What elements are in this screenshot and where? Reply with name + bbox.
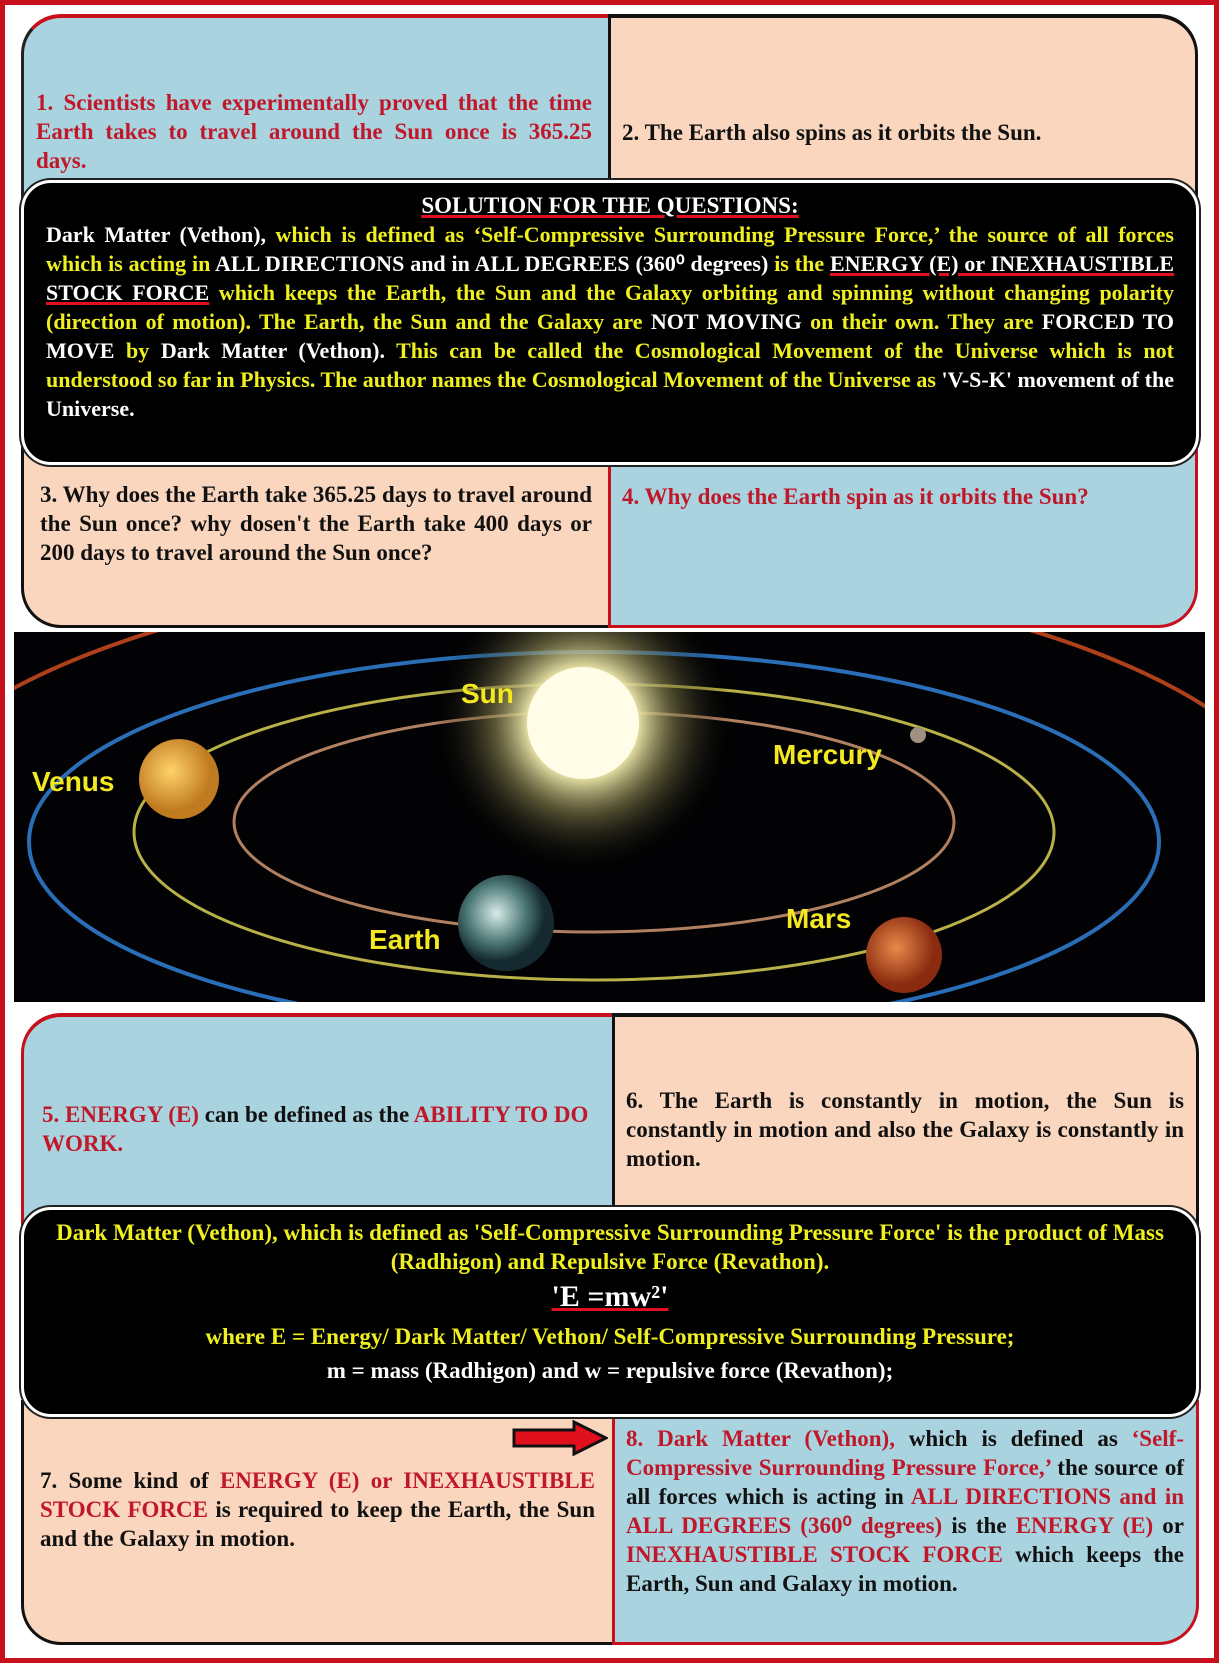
- solution-body: Dark Matter (Vethon), which is defined a…: [46, 220, 1174, 423]
- text-segment: which is defined as: [895, 1426, 1132, 1451]
- text-segment: Dark Matter (Vethon), which is defined a…: [56, 1220, 1164, 1274]
- text-segment: 'E =mw²': [552, 1280, 669, 1313]
- text-segment: Dark Matter (Vethon).: [161, 338, 385, 363]
- text-segment: 7. Some kind of: [40, 1468, 220, 1493]
- text-segment: 2. The Earth also spins as it orbits the…: [622, 120, 1041, 145]
- question: 4. Why does the Earth spin as it orbits …: [622, 482, 1182, 511]
- arrow: [512, 1420, 608, 1456]
- text-segment: is the: [942, 1513, 1016, 1538]
- planet-label: Mercury: [773, 739, 882, 770]
- formula-definitions: m = mass (Radhigon) and w = repulsive fo…: [44, 1356, 1176, 1385]
- planet-label: Earth: [369, 924, 441, 955]
- question: 1. Scientists have experimentally proved…: [36, 88, 592, 175]
- quadrant: [608, 440, 1198, 628]
- text-segment: where E = Energy/ Dark Matter/ Vethon/ S…: [206, 1324, 1015, 1349]
- text-segment: or: [1153, 1513, 1184, 1538]
- paragraph: 5. ENERGY (E) can be defined as the ABIL…: [42, 1100, 597, 1158]
- solution-box: SOLUTION FOR THE QUESTIONS: Dark Matter …: [21, 180, 1199, 465]
- text-segment: is the: [768, 251, 830, 276]
- planet-label: Sun: [461, 678, 514, 709]
- text-segment: ALL DIRECTIONS and in ALL DEGREES (360⁰ …: [215, 251, 768, 276]
- solar-system-image: Sun Mercury Venus Earth Mars: [14, 632, 1205, 1002]
- formula-box: Dark Matter (Vethon), which is defined a…: [21, 1207, 1199, 1417]
- question: 2. The Earth also spins as it orbits the…: [622, 118, 1182, 147]
- paragraph: 8. Dark Matter (Vethon), which is define…: [626, 1424, 1184, 1598]
- mercury: [910, 727, 926, 743]
- paragraph: 6. The Earth is constantly in motion, th…: [626, 1086, 1184, 1173]
- text-segment: can be defined as the: [199, 1102, 414, 1127]
- text-segment: INEXHAUSTIBLE STOCK FORCE: [626, 1542, 1003, 1567]
- sun: [527, 667, 639, 779]
- formula-intro: Dark Matter (Vethon), which is defined a…: [44, 1218, 1176, 1276]
- text-segment: Dark Matter (Vethon),: [46, 222, 276, 247]
- text-segment: 1. Scientists have experimentally proved…: [36, 90, 592, 173]
- text-segment: ENERGY (E): [1016, 1513, 1153, 1538]
- text-segment: by: [114, 338, 160, 363]
- venus: [139, 739, 219, 819]
- text-segment: 6. The Earth is constantly in motion, th…: [626, 1088, 1184, 1171]
- text-segment: 3. Why does the Earth take 365.25 days t…: [40, 482, 592, 565]
- formula-where: where E = Energy/ Dark Matter/ Vethon/ S…: [44, 1318, 1176, 1356]
- text-segment: m = mass (Radhigon) and w = repulsive fo…: [327, 1358, 894, 1383]
- earth: [458, 875, 554, 971]
- equation: 'E =mw²': [44, 1276, 1176, 1318]
- page: 1. Scientists have experimentally proved…: [0, 0, 1219, 1663]
- heading-text: SOLUTION FOR THE QUESTIONS:: [421, 193, 798, 218]
- mars: [866, 917, 942, 993]
- text-segment: on their own. They are: [802, 309, 1042, 334]
- text-segment: 4. Why does the Earth spin as it orbits …: [622, 484, 1089, 509]
- text-segment: 5. ENERGY (E): [42, 1102, 199, 1127]
- heading: SOLUTION FOR THE QUESTIONS:: [46, 191, 1174, 220]
- paragraph: 7. Some kind of ENERGY (E) or INEXHAUSTI…: [40, 1466, 595, 1553]
- planet-label: Mars: [786, 903, 851, 934]
- arrow-shape: [514, 1422, 606, 1454]
- text-segment: NOT MOVING: [651, 309, 802, 334]
- text-segment: 8. Dark Matter (Vethon),: [626, 1426, 895, 1451]
- planet-label: Venus: [32, 766, 114, 797]
- question: 3. Why does the Earth take 365.25 days t…: [40, 480, 592, 567]
